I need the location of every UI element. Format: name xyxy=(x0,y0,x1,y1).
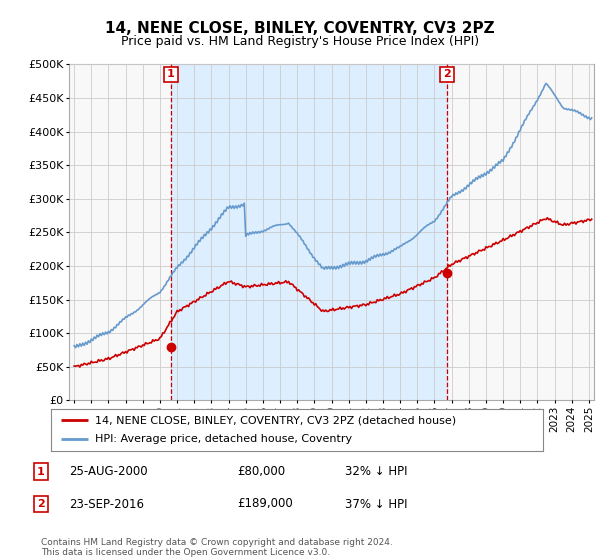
Text: 1: 1 xyxy=(37,466,44,477)
Bar xyxy=(171,64,447,400)
Text: Price paid vs. HM Land Registry's House Price Index (HPI): Price paid vs. HM Land Registry's House … xyxy=(121,35,479,48)
Text: 37% ↓ HPI: 37% ↓ HPI xyxy=(345,497,407,511)
Text: 2: 2 xyxy=(443,69,451,80)
Text: 1: 1 xyxy=(167,69,175,80)
Text: 25-AUG-2000: 25-AUG-2000 xyxy=(69,465,148,478)
Text: £189,000: £189,000 xyxy=(237,497,293,511)
Text: 32% ↓ HPI: 32% ↓ HPI xyxy=(345,465,407,478)
Text: HPI: Average price, detached house, Coventry: HPI: Average price, detached house, Cove… xyxy=(95,435,352,445)
Text: £80,000: £80,000 xyxy=(237,465,285,478)
Text: 23-SEP-2016: 23-SEP-2016 xyxy=(69,497,144,511)
Text: Contains HM Land Registry data © Crown copyright and database right 2024.
This d: Contains HM Land Registry data © Crown c… xyxy=(41,538,392,557)
Text: 14, NENE CLOSE, BINLEY, COVENTRY, CV3 2PZ: 14, NENE CLOSE, BINLEY, COVENTRY, CV3 2P… xyxy=(105,21,495,36)
Text: 2: 2 xyxy=(37,499,44,509)
Text: 14, NENE CLOSE, BINLEY, COVENTRY, CV3 2PZ (detached house): 14, NENE CLOSE, BINLEY, COVENTRY, CV3 2P… xyxy=(95,415,457,425)
